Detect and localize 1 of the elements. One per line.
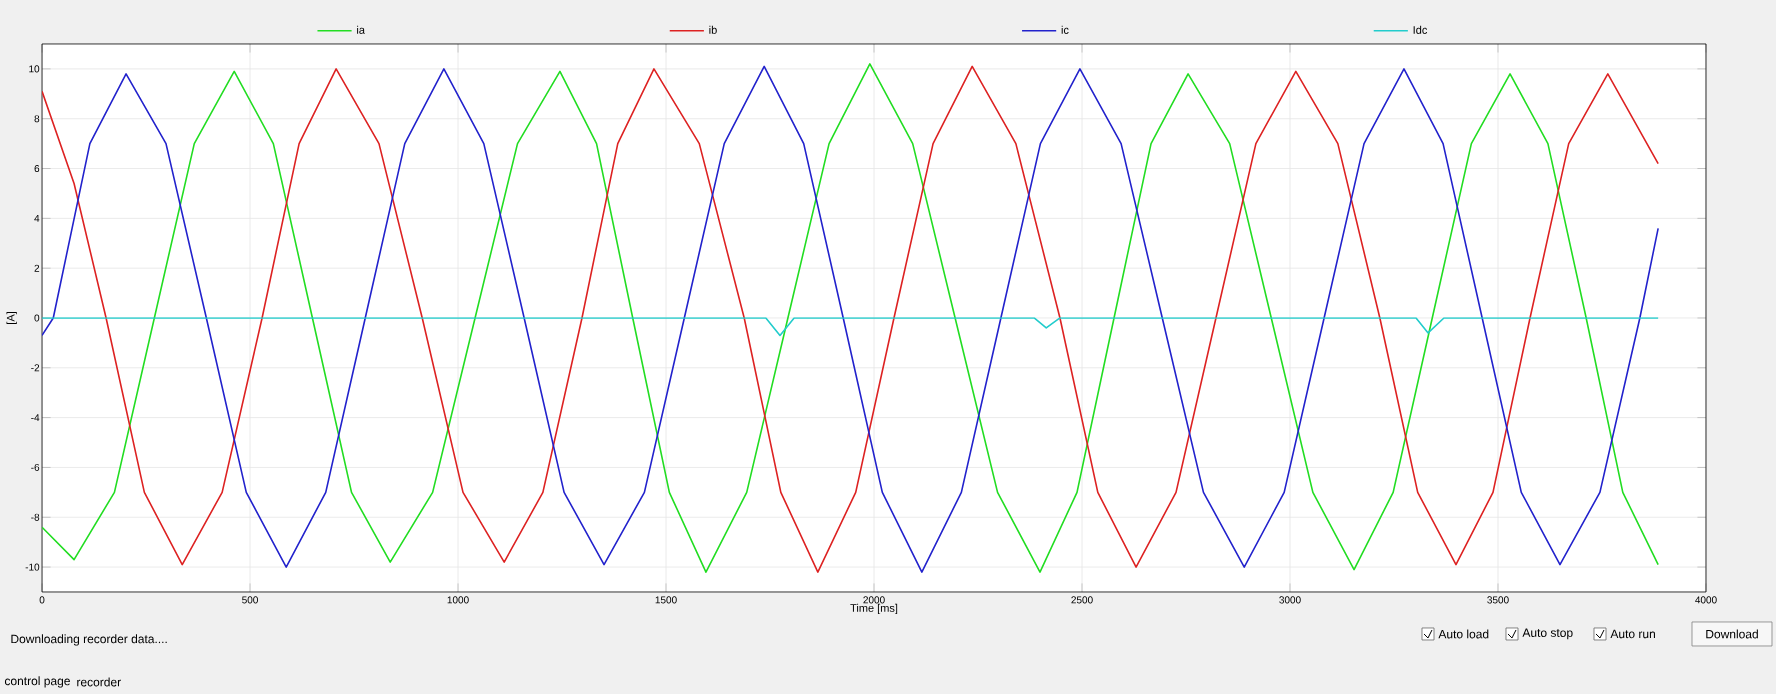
line-series [42, 317, 1659, 337]
